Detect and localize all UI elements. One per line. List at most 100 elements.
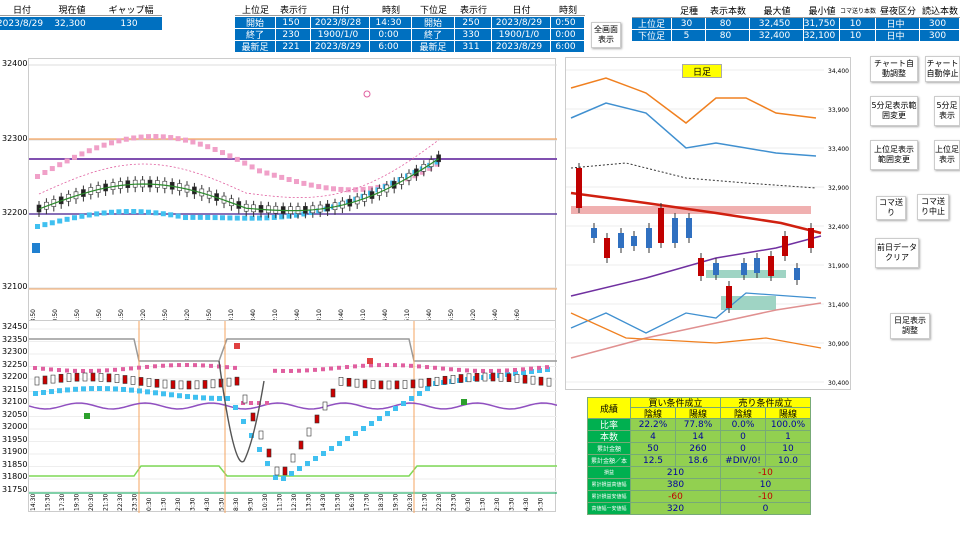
chart2-candle xyxy=(34,376,40,386)
chart2-grey-curve xyxy=(218,360,265,463)
stats-sell-cell: 0 xyxy=(721,503,811,515)
stats-cell: 0 xyxy=(721,431,766,443)
full-display-button[interactable]: 全画面表示 xyxy=(591,22,621,48)
chart1-pink-marker xyxy=(109,140,114,146)
upper-table-cell: 221 xyxy=(276,41,311,53)
chart2-cyan-marker xyxy=(265,461,270,466)
daily-candle xyxy=(741,263,747,275)
chart2-pink-marker xyxy=(217,364,221,369)
chart2-pink-marker xyxy=(361,363,365,368)
chart2-candle xyxy=(362,379,368,389)
chart2-candle xyxy=(210,379,216,389)
chart2-candle xyxy=(442,375,448,385)
daily-dotted-line xyxy=(570,162,817,189)
upper-display-button[interactable]: 上位足表示 xyxy=(934,140,960,170)
chart2-candle xyxy=(314,414,320,424)
chart2-pink-marker xyxy=(97,368,101,373)
chart2-cyan-marker xyxy=(537,368,542,373)
chart2-pink-marker xyxy=(113,367,117,372)
daily-candle xyxy=(808,228,814,248)
chart2-cyan-marker xyxy=(145,389,150,395)
chart1-cyan-marker xyxy=(160,211,166,217)
chart2-x-label: 17:30 xyxy=(59,494,66,511)
koma-stop-button[interactable]: コマ送り中止 xyxy=(917,194,949,220)
chart2-candle xyxy=(250,412,256,422)
chart2-x-label: 15:30 xyxy=(335,494,342,511)
chart2-y-label: 32300 xyxy=(2,347,28,356)
stats-row: 比率 22.2% 77.8% 0.0% 100.0% xyxy=(587,419,811,431)
stats-row-label: 累計損益安値幅 xyxy=(587,491,631,503)
chart2-pink-marker xyxy=(193,363,197,368)
chart2-pink-marker xyxy=(377,363,381,368)
chart1-pink-marker xyxy=(227,153,233,159)
five-min-display-button[interactable]: 5分足表示 xyxy=(934,96,960,126)
stats-sell-cell: 10 xyxy=(721,479,811,491)
chart1-pink-marker xyxy=(146,134,151,140)
chart1-pink-marker xyxy=(338,186,344,192)
chart2-x-label: 23:30 xyxy=(132,494,139,511)
chart2-pink-marker xyxy=(409,363,413,368)
chart1-x-label: 5:40 xyxy=(492,309,499,323)
chart2-pink-marker xyxy=(249,401,253,405)
upper-table-cell: 1900/1/0 xyxy=(311,29,370,41)
chart2-plus-icon xyxy=(461,399,467,405)
chart1-cyan-marker xyxy=(94,211,100,217)
right-header-cell: 最小値 xyxy=(804,3,840,18)
chart1-x-label: 2:10 xyxy=(272,309,279,323)
chart2-cyan-marker xyxy=(73,386,78,392)
chart2-candle xyxy=(458,374,464,383)
chart2-pink-marker xyxy=(425,365,429,370)
right-table-cell: 31,750 xyxy=(804,18,840,30)
chart2-cyan-marker xyxy=(121,386,126,392)
chart1-cyan-marker xyxy=(294,212,299,218)
stats-buy-cell: 320 xyxy=(631,503,721,515)
auto-adjust-button[interactable]: チャート自動調整 xyxy=(870,56,918,82)
value-current-price: 32,300 xyxy=(44,17,100,30)
upper-range-button[interactable]: 上位足表示範囲変更 xyxy=(870,140,918,170)
stats-row: 本数 4 14 0 1 xyxy=(587,431,811,443)
chart2-cyan-marker xyxy=(177,393,182,399)
chart2-x-label: 2:30 xyxy=(494,497,501,511)
daily-candle xyxy=(591,228,597,238)
chart2-pink-marker xyxy=(417,364,421,369)
stats-cell: 0.0% xyxy=(721,419,766,431)
right-table-cell: 80 xyxy=(706,30,750,42)
stats-buy-group: 買い条件成立 陰線 陽線 xyxy=(631,397,721,419)
chart1-x-label: 3:40 xyxy=(338,309,345,323)
chart1-x-label: 1:50 xyxy=(96,309,103,323)
chart2-pink-marker xyxy=(185,363,189,368)
chart2-x-label: 19:30 xyxy=(74,494,81,511)
upper-table-cell: 開始 xyxy=(412,17,455,29)
chart2-x-label: 5:30 xyxy=(219,497,226,511)
chart2-y-label: 31750 xyxy=(2,484,28,494)
chart2-y-label: 32450 xyxy=(2,322,28,331)
chart2-candle xyxy=(130,376,136,385)
stats-cell: 50 xyxy=(631,443,676,455)
chart1-cyan-marker xyxy=(49,220,55,226)
stats-sell-group: 売り条件成立 陰線 陽線 xyxy=(721,397,811,419)
chart-stop-button[interactable]: チャート自動停止 xyxy=(925,56,960,82)
koma-okuri-button[interactable]: コマ送り xyxy=(876,196,906,220)
chart2-candle xyxy=(146,378,152,387)
chart2-cyan-marker xyxy=(49,389,54,395)
five-min-range-button[interactable]: 5分足表示範囲変更 xyxy=(870,96,918,126)
upper-header-cell: 上位足 xyxy=(235,3,276,16)
chart1-x-label: 4:20 xyxy=(470,309,477,323)
chart2-candle xyxy=(530,375,536,385)
chart1-dotted-line xyxy=(38,139,439,198)
chart1-pink-marker xyxy=(153,134,159,140)
daily-display-button[interactable]: 日足表示調整 xyxy=(890,313,930,339)
chart2-candle xyxy=(306,427,312,437)
daily-candle xyxy=(646,228,652,248)
chart2-pink-marker xyxy=(153,364,157,369)
chart2-x-label: 20:30 xyxy=(88,494,95,511)
chart1-pink-marker xyxy=(212,146,218,152)
chart2-x-label: 14:30 xyxy=(320,494,327,511)
chart1-pink-marker xyxy=(323,185,329,191)
chart2-pink-marker xyxy=(289,368,293,373)
right-table-cell: 32,450 xyxy=(750,18,804,30)
clear-prev-day-button[interactable]: 前日データクリア xyxy=(875,238,919,268)
daily-orange-low xyxy=(570,312,822,349)
upper-header-cell: 下位足 xyxy=(412,3,455,16)
chart2-cyan-marker xyxy=(313,456,318,461)
